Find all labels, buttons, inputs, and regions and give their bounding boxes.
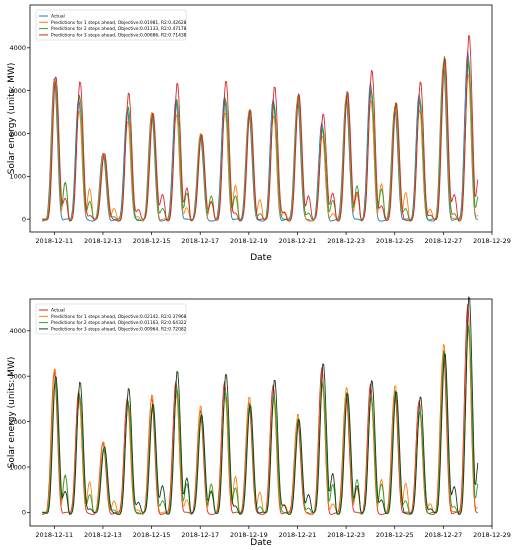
legend-entry: Predictions for 1 steps ahead, Objective… — [51, 314, 187, 320]
chart-1: 2018-12-11 2018-12-13 2018-12-15 2018-12-17… — [7, 4, 511, 263]
x-tick-label: 2018-12-27 — [424, 237, 462, 245]
x-axis-label: Date — [250, 538, 272, 548]
legend-box — [35, 9, 187, 41]
x-tick-label: 2018-12-19 — [230, 531, 268, 539]
x-tick-label: 2018-12-25 — [376, 531, 414, 539]
series-group — [42, 34, 479, 222]
series-line-2 — [42, 56, 479, 222]
x-tick-label: 2018-12-17 — [181, 531, 219, 539]
y-tick-label: 4000 — [9, 327, 26, 335]
x-tick-label: 2018-12-11 — [35, 237, 73, 245]
legend-entry: Predictions for 2 steps ahead, Objective… — [51, 26, 187, 32]
series-line-3 — [42, 296, 479, 515]
x-tick-label: 2018-12-11 — [35, 531, 73, 539]
legend-entry: Predictions for 3 steps ahead, Objective… — [51, 33, 187, 39]
x-tick-label: 2018-12-13 — [84, 531, 122, 539]
y-tick-label: 3000 — [9, 87, 26, 95]
y-tick-label: 1000 — [9, 463, 26, 471]
y-tick-label: 4000 — [9, 44, 26, 52]
y-tick-label: 0 — [22, 215, 26, 223]
series-line-1 — [42, 329, 479, 515]
y-tick-label: 2000 — [9, 130, 26, 138]
plot-frame — [29, 298, 493, 527]
chart-2: 2018-12-11 2018-12-13 2018-12-15 2018-12-17… — [7, 296, 511, 548]
x-tick-label: 2018-12-17 — [181, 237, 219, 245]
series-group — [42, 296, 479, 515]
y-axis-label: Solar energy (units: MW) — [7, 357, 17, 469]
x-tick-label: 2018-12-29 — [473, 531, 511, 539]
legend-entry: Predictions for 2 steps ahead, Objective… — [51, 320, 187, 326]
series-line-1 — [42, 61, 479, 222]
x-tick-label: 2018-12-27 — [424, 531, 462, 539]
y-tick-label: 0 — [22, 509, 26, 517]
x-tick-label: 2018-12-13 — [84, 237, 122, 245]
legend-box — [35, 303, 187, 335]
series-line-2 — [42, 324, 479, 515]
x-axis-label: Date — [250, 253, 272, 263]
x-tick-label: 2018-12-23 — [327, 531, 365, 539]
y-tick-label: 1000 — [9, 173, 26, 181]
plot-frame — [29, 4, 493, 233]
y-tick-label: 3000 — [9, 372, 26, 380]
x-tick-label: 2018-12-15 — [133, 237, 171, 245]
legend-entry: Predictions for 3 steps ahead, Objective… — [51, 327, 187, 333]
x-tick-label: 2018-12-21 — [279, 237, 317, 245]
legend-entry: Actual — [51, 14, 65, 20]
y-axis-label: Solar energy (units: MW) — [7, 63, 17, 175]
legend-entry: Predictions for 1 steps ahead, Objective… — [51, 20, 187, 26]
x-tick-label: 2018-12-25 — [376, 237, 414, 245]
x-tick-label: 2018-12-21 — [279, 531, 317, 539]
x-tick-label: 2018-12-29 — [473, 237, 511, 245]
x-tick-label: 2018-12-23 — [327, 237, 365, 245]
x-tick-label: 2018-12-19 — [230, 237, 268, 245]
series-line-3 — [42, 34, 479, 222]
x-tick-label: 2018-12-15 — [133, 531, 171, 539]
y-tick-label: 2000 — [9, 418, 26, 426]
legend-entry: Actual — [51, 308, 65, 314]
